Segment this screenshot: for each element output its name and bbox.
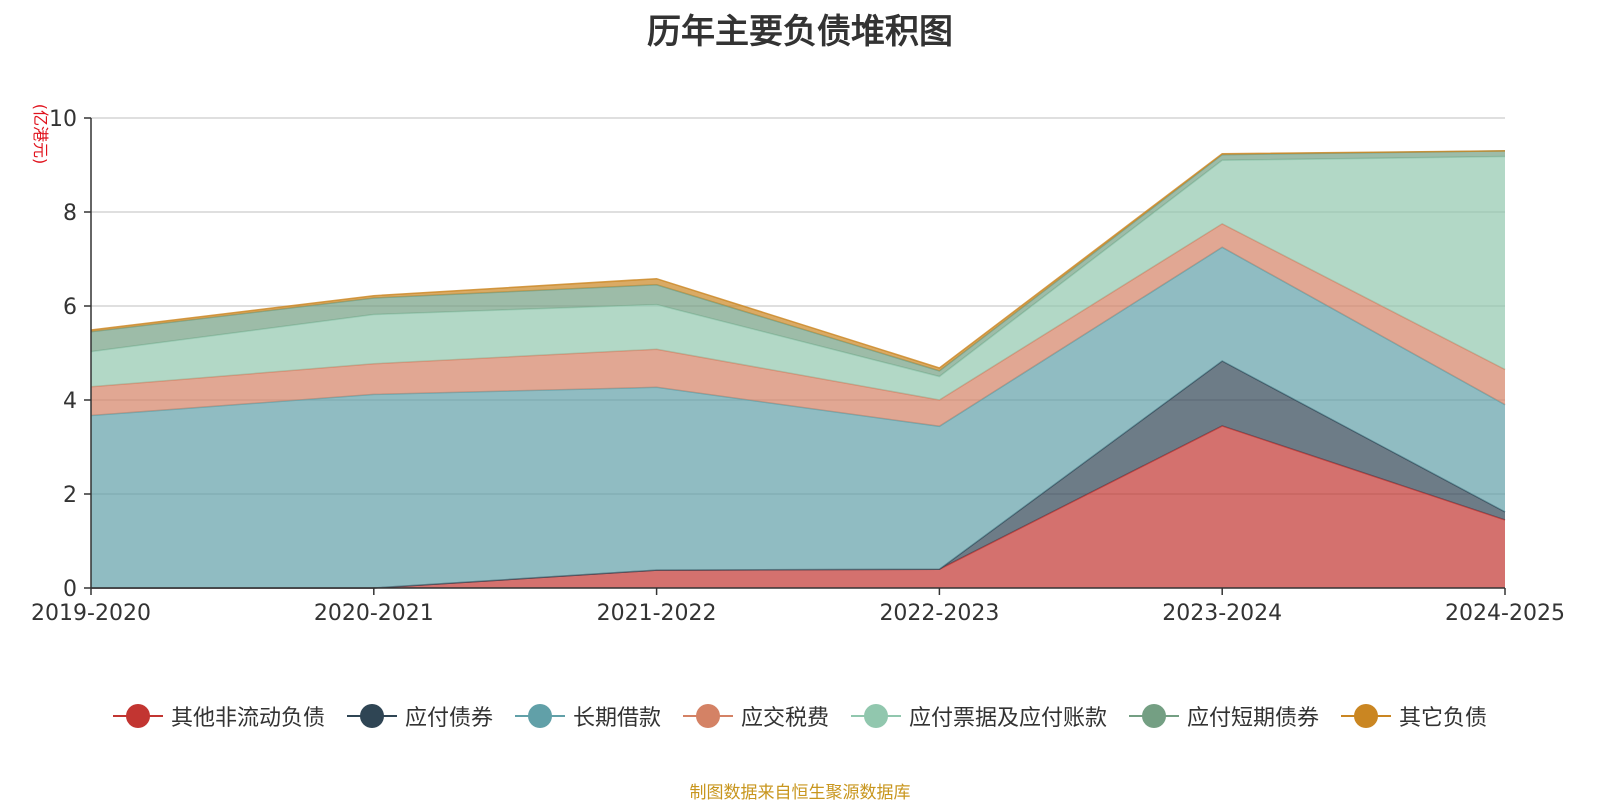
legend-marker [514, 703, 565, 729]
x-tick-label: 2023-2024 [1162, 601, 1282, 626]
legend-marker [1129, 703, 1180, 729]
series-line-6 [90, 150, 1506, 369]
legend-item-2[interactable]: 长期借款 [514, 700, 661, 732]
legend-label: 长期借款 [572, 706, 661, 731]
y-tick-label: 4 [63, 389, 77, 414]
area-series-0 [91, 425, 1505, 588]
legend-marker [1341, 703, 1392, 729]
area-series-4 [91, 156, 1505, 400]
legend-label: 应付短期债券 [1187, 706, 1320, 731]
legend-item-6[interactable]: 其它负债 [1341, 700, 1487, 732]
legend-item-4[interactable]: 应付票据及应付账款 [851, 700, 1107, 732]
legend-label: 其他非流动负债 [170, 706, 325, 731]
area-series-5 [91, 150, 1505, 377]
x-tick-label: 2019-2020 [31, 601, 151, 626]
x-tick-label: 2024-2025 [1445, 601, 1565, 626]
source-note: 制图数据来自恒生聚源数据库 [689, 783, 911, 803]
legend-label: 应付债券 [404, 706, 493, 731]
stacked-areas [90, 150, 1506, 589]
legend-dot [125, 704, 150, 728]
chart-title: 历年主要负债堆积图 [647, 12, 953, 52]
x-tick-label: 2021-2022 [597, 601, 717, 626]
y-axis-unit-label: (亿港元) [31, 104, 50, 165]
area-series-1 [91, 361, 1505, 588]
legend-marker [112, 703, 163, 729]
legend-dot [695, 704, 720, 728]
x-tick-label: 2022-2023 [879, 601, 999, 626]
legend-dot [1142, 704, 1167, 728]
legend: 其他非流动负债 应付债券 长期借款 应交税费 应付票据及应付账款 应付短期债券 其它负债 [0, 700, 1600, 732]
legend-label: 应交税费 [740, 706, 829, 731]
legend-marker [346, 703, 397, 729]
axes: 0 2 4 6 8 10 2019-2020 2020-2021 2021-2022 2022-2… [31, 107, 1565, 626]
area-series-2 [91, 247, 1505, 589]
legend-item-0[interactable]: 其他非流动负债 [112, 700, 325, 732]
legend-dot [864, 704, 888, 728]
y-tick-label: 8 [63, 201, 77, 226]
y-tick-label: 6 [63, 295, 77, 320]
legend-label: 其它负债 [1399, 706, 1488, 731]
x-tick-label: 2020-2021 [314, 601, 434, 626]
y-tick-label: 10 [49, 107, 77, 132]
legend-marker [682, 703, 733, 729]
legend-item-3[interactable]: 应交税费 [682, 700, 829, 732]
legend-item-1[interactable]: 应付债券 [346, 700, 493, 732]
legend-dot [359, 704, 384, 728]
legend-marker [851, 703, 901, 729]
y-tick-label: 2 [63, 483, 77, 508]
legend-label: 应付票据及应付账款 [909, 706, 1108, 731]
area-series-3 [91, 223, 1505, 427]
legend-dot [1354, 704, 1379, 728]
legend-item-5[interactable]: 应付短期债券 [1129, 700, 1319, 732]
legend-dot [527, 704, 552, 728]
y-tick-label: 0 [63, 577, 77, 602]
area-series-6 [91, 150, 1505, 371]
